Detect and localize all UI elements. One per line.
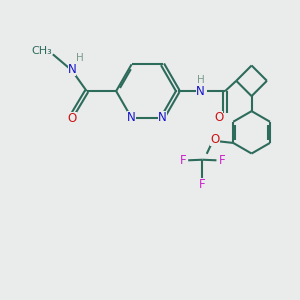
Text: H: H xyxy=(197,75,205,85)
Text: F: F xyxy=(218,154,225,167)
Text: CH₃: CH₃ xyxy=(31,46,52,56)
Text: O: O xyxy=(67,112,76,125)
Text: N: N xyxy=(127,111,136,124)
Text: N: N xyxy=(158,111,167,124)
Text: F: F xyxy=(199,178,206,191)
Text: H: H xyxy=(76,53,84,63)
Text: N: N xyxy=(68,62,76,76)
Text: O: O xyxy=(210,133,219,146)
Text: O: O xyxy=(214,111,223,124)
Text: F: F xyxy=(180,154,186,167)
Text: N: N xyxy=(196,85,205,98)
